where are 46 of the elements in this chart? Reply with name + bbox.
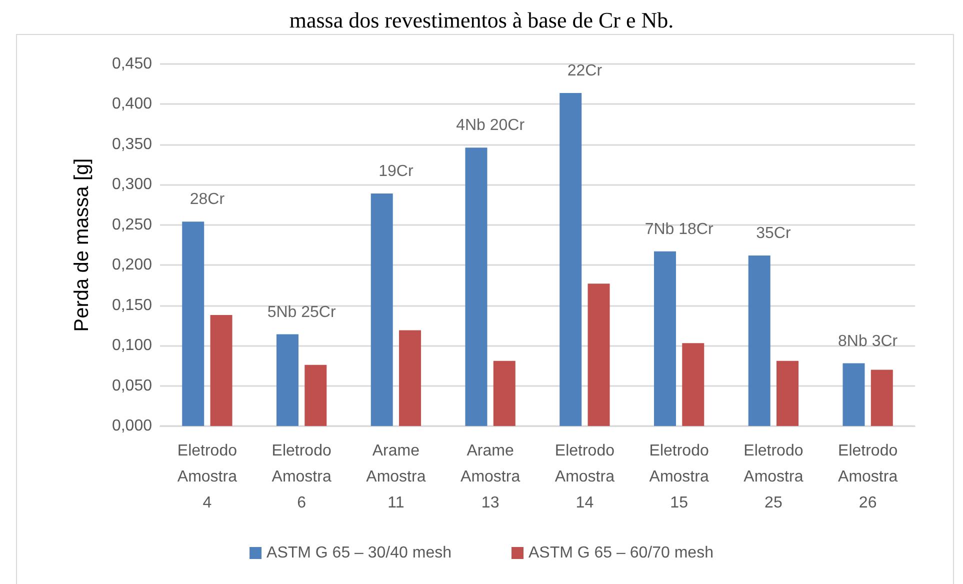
x-tick-label: Arame Amostra 13 [460, 442, 520, 512]
bar [560, 92, 582, 426]
annotation: 8Nb 3Cr [838, 332, 898, 350]
y-tick-label: 0,000 [112, 418, 152, 434]
x-tick-label: Eletrodo Amostra 26 [838, 442, 898, 512]
bar [842, 363, 865, 426]
bar [870, 370, 893, 426]
x-tick-label: Eletrodo Amostra 15 [649, 442, 709, 512]
y-tick-label: 0,150 [112, 296, 152, 314]
bar [465, 148, 488, 426]
x-tick-label: Eletrodo Amostra 4 [177, 442, 238, 512]
y-tick-label: 0,400 [112, 96, 152, 113]
bar [682, 343, 704, 426]
chart-title: massa dos revestimentos à base de Cr e Nb. [289, 8, 674, 32]
y-tick-label: 0,450 [112, 56, 152, 72]
x-tick-label: Eletrodo Amostra 14 [554, 442, 615, 512]
bar [748, 255, 770, 426]
annotation: 5Nb 25Cr [267, 304, 336, 321]
legend-label: ASTM G 65 – 30/40 mesh [266, 544, 452, 562]
bar [588, 284, 610, 426]
bar [210, 314, 232, 426]
annotation: 7Nb 18Cr [644, 220, 714, 238]
bar [182, 222, 204, 426]
annotation: 35Cr [756, 224, 792, 242]
y-tick-label: 0,250 [112, 216, 152, 234]
bar [493, 360, 516, 426]
x-tick-label: Eletrodo Amostra 6 [272, 442, 332, 512]
y-tick-label: 0,100 [112, 337, 152, 354]
annotation: 4Nb 20Cr [456, 117, 526, 134]
bar [304, 364, 327, 426]
y-tick-label: 0,350 [112, 136, 152, 153]
bar [776, 360, 799, 426]
bar [276, 334, 298, 426]
bar [370, 194, 393, 426]
x-tick-label: Eletrodo Amostra 25 [744, 442, 804, 512]
annotation: 28Cr [190, 191, 226, 208]
bar [654, 251, 676, 426]
annotation: 19Cr [378, 163, 414, 180]
x-tick-label: Arame Amostra 11 [366, 442, 426, 512]
annotation: 22Cr [567, 62, 603, 80]
y-tick-label: 0,050 [112, 377, 152, 394]
bar [399, 330, 422, 426]
y-tick-label: 0,200 [112, 256, 152, 274]
y-axis-title: Perda de massa [g] [71, 158, 93, 332]
legend-label: ASTM G 65 – 60/70 mesh [528, 544, 714, 562]
y-tick-label: 0,300 [112, 176, 152, 194]
